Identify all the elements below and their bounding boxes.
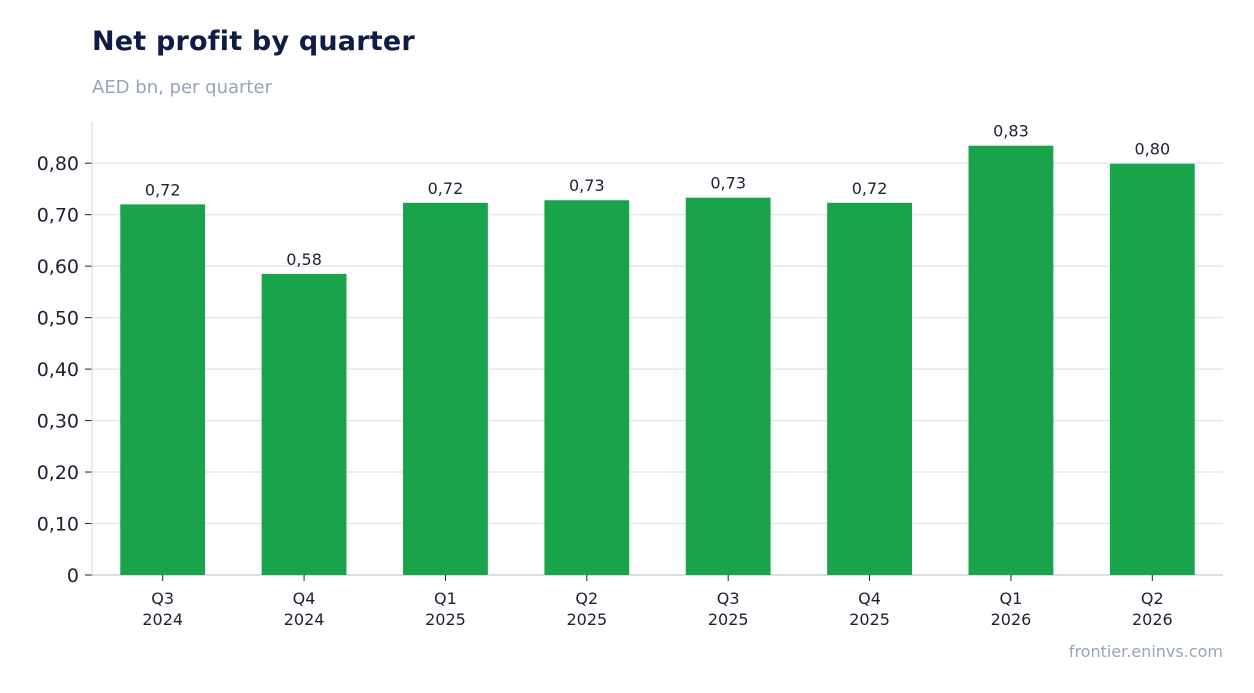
y-tick-label: 0,10	[37, 514, 79, 536]
x-tick-label-year: 2025	[708, 610, 749, 629]
y-tick-label: 0,20	[37, 462, 79, 484]
y-tick-label: 0,70	[37, 205, 79, 227]
bar	[403, 202, 488, 575]
x-tick-label-quarter: Q2	[1141, 589, 1164, 608]
source-credit: frontier.eninvs.com	[1068, 642, 1223, 661]
data-label: 0,72	[145, 180, 181, 199]
x-tick-label-year: 2024	[284, 610, 325, 629]
y-tick-label: 0,50	[37, 308, 79, 330]
x-tick-label-year: 2026	[1132, 610, 1173, 629]
x-tick-label-quarter: Q3	[151, 589, 174, 608]
y-tick-label: 0,60	[37, 256, 79, 278]
bar	[827, 202, 912, 575]
y-tick-label: 0,40	[37, 359, 79, 381]
bar	[968, 145, 1054, 575]
x-tick-label-year: 2025	[566, 610, 607, 629]
data-label: 0,83	[993, 122, 1029, 141]
x-tick-label-year: 2024	[142, 610, 183, 629]
chart-title: Net profit by quarter	[92, 26, 415, 57]
y-tick-label: 0	[67, 565, 79, 587]
bars	[120, 145, 1195, 576]
bar	[120, 204, 206, 575]
x-tick-label-quarter: Q1	[434, 589, 457, 608]
x-tick-label-year: 2025	[425, 610, 466, 629]
data-label: 0,80	[1135, 140, 1171, 159]
x-tick-label-year: 2026	[991, 610, 1032, 629]
data-label: 0,72	[852, 179, 888, 198]
y-tick-label: 0,80	[37, 153, 79, 175]
x-tick-label-quarter: Q3	[717, 589, 740, 608]
data-label: 0,58	[286, 250, 322, 269]
x-tick-label-quarter: Q4	[293, 589, 316, 608]
y-tick-label: 0,30	[37, 411, 79, 433]
bar	[544, 200, 630, 575]
x-tick-label-quarter: Q1	[1000, 589, 1023, 608]
chart-subtitle: AED bn, per quarter	[92, 77, 272, 98]
x-tick-label-quarter: Q2	[575, 589, 598, 608]
x-tick-label-quarter: Q4	[858, 589, 881, 608]
data-labels: 0,72 0,58 0,72 0,73 0,73 0,72 0,83 0,80	[145, 122, 1170, 269]
bar	[1109, 163, 1195, 575]
x-tick-label-year: 2025	[849, 610, 890, 629]
data-label: 0,73	[569, 176, 605, 195]
bar	[685, 197, 771, 576]
data-label: 0,73	[710, 174, 746, 193]
data-label: 0,72	[428, 179, 464, 198]
bar	[261, 273, 347, 575]
